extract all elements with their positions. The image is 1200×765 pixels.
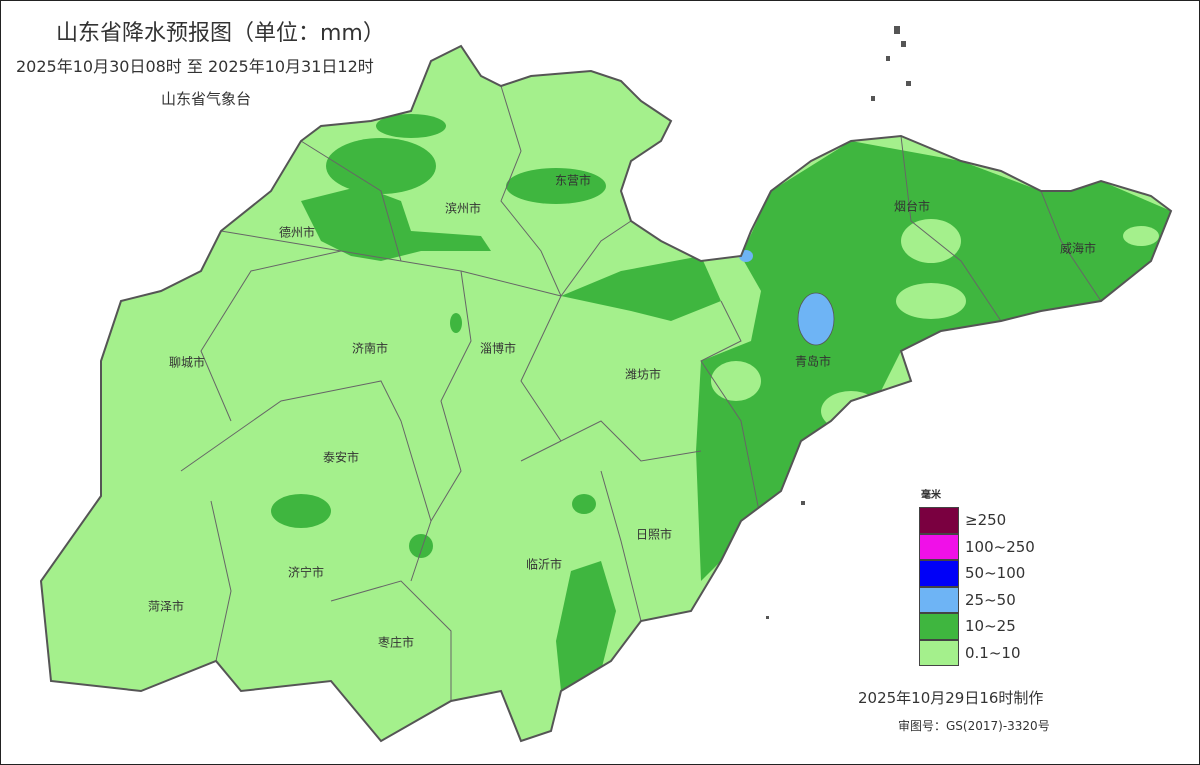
legend-label: 0.1~10 bbox=[965, 643, 1021, 662]
city-label: 临沂市 bbox=[525, 557, 563, 572]
legend-swatch bbox=[919, 586, 959, 613]
legend-item: 10~25 bbox=[919, 613, 1035, 640]
legend-item: 100~250 bbox=[919, 533, 1035, 560]
moderate-rain-areas bbox=[271, 114, 1171, 691]
islands bbox=[766, 26, 911, 619]
legend-swatch bbox=[919, 639, 959, 666]
city-label: 烟台市 bbox=[893, 199, 931, 214]
city-label: 潍坊市 bbox=[624, 367, 662, 382]
legend: 毫米 ≥250 100~250 50~100 25~50 10~25 0.1~10 bbox=[919, 486, 1035, 666]
city-label: 滨州市 bbox=[444, 201, 482, 216]
legend-swatch bbox=[919, 560, 959, 587]
legend-label: ≥250 bbox=[965, 511, 1007, 530]
city-label: 济南市 bbox=[351, 341, 389, 356]
legend-item: 25~50 bbox=[919, 586, 1035, 613]
legend-swatch bbox=[919, 613, 959, 640]
legend-label: 25~50 bbox=[965, 590, 1016, 609]
legend-swatch bbox=[919, 507, 959, 534]
production-time: 2025年10月29日16时制作 bbox=[858, 689, 1044, 707]
city-label: 威海市 bbox=[1059, 241, 1097, 256]
legend-label: 10~25 bbox=[965, 617, 1016, 636]
legend-label: 50~100 bbox=[965, 564, 1026, 583]
city-boundaries bbox=[180, 85, 1102, 701]
forecast-period: 2025年10月30日08时 至 2025年10月31日12时 bbox=[16, 57, 374, 76]
legend-unit: 毫米 bbox=[921, 490, 941, 501]
city-label: 济宁市 bbox=[287, 565, 325, 580]
legend-item: 0.1~10 bbox=[919, 639, 1035, 666]
city-label: 日照市 bbox=[635, 527, 673, 542]
map-review-number: 审图号：GS(2017)-3320号 bbox=[898, 719, 1050, 733]
city-label: 聊城市 bbox=[168, 355, 206, 370]
legend-item: ≥250 bbox=[919, 507, 1035, 534]
city-label: 淄博市 bbox=[479, 341, 517, 356]
issuer: 山东省气象台 bbox=[161, 90, 252, 108]
city-label: 枣庄市 bbox=[377, 635, 415, 650]
city-label: 青岛市 bbox=[794, 354, 832, 369]
legend-label: 100~250 bbox=[965, 537, 1035, 556]
city-label: 东营市 bbox=[554, 173, 592, 188]
city-label: 泰安市 bbox=[322, 450, 360, 465]
legend-swatch bbox=[919, 533, 959, 560]
heavy-rain-area bbox=[797, 292, 835, 346]
legend-item: 50~100 bbox=[919, 560, 1035, 587]
map-title: 山东省降水预报图（单位：mm） bbox=[56, 21, 385, 46]
city-label: 德州市 bbox=[278, 225, 316, 240]
city-label: 菏泽市 bbox=[147, 599, 185, 614]
